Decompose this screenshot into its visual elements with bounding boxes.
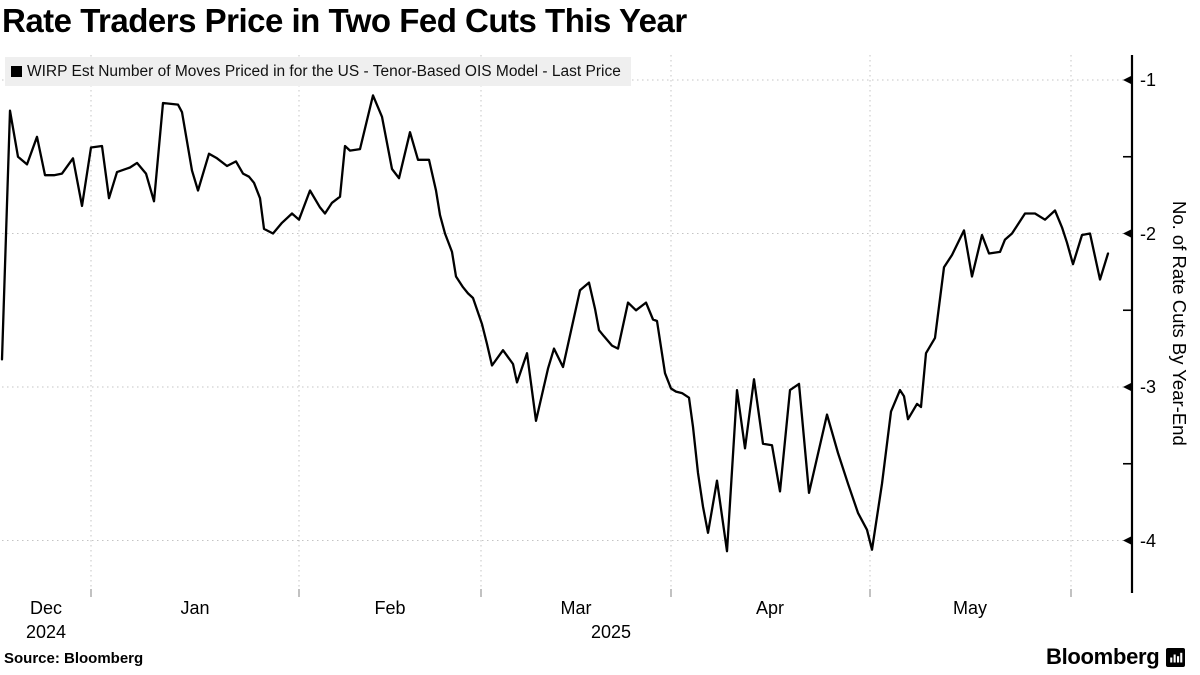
y-major-tick xyxy=(1123,382,1132,392)
y-tick-label: -1 xyxy=(1140,70,1157,90)
y-tick-label: -4 xyxy=(1140,530,1157,551)
y-major-tick xyxy=(1123,536,1132,545)
price-line xyxy=(0,94,1110,553)
source-note: Source: Bloomberg xyxy=(4,650,144,667)
x-month-label: Dec xyxy=(29,598,63,618)
chart-title: Rate Traders Price in Two Fed Cuts This … xyxy=(2,2,687,39)
bloomberg-wordmark: Bloomberg xyxy=(1046,644,1160,669)
x-year-label: 2025 xyxy=(590,622,632,642)
legend-swatch-icon xyxy=(11,66,22,77)
x-month-label: Apr xyxy=(755,598,785,618)
y-tick-label: -2 xyxy=(1140,223,1157,244)
x-month-label: May xyxy=(952,598,988,618)
bloomberg-terminal-icon xyxy=(1166,647,1186,667)
y-tick-label: -3 xyxy=(1140,377,1157,397)
y-major-tick xyxy=(1123,75,1132,85)
bloomberg-logo: Bloomberg xyxy=(1046,644,1186,670)
x-month-label: Jan xyxy=(180,598,210,618)
x-month-label: Feb xyxy=(374,598,406,618)
x-year-label: 2024 xyxy=(25,622,67,642)
legend: WIRP Est Number of Moves Priced in for t… xyxy=(5,57,631,86)
x-month-label: Mar xyxy=(560,598,592,618)
y-axis-title: No. of Rate Cuts By Year-End xyxy=(1169,201,1190,446)
y-major-tick xyxy=(1123,229,1132,238)
legend-label: WIRP Est Number of Moves Priced in for t… xyxy=(27,62,621,80)
